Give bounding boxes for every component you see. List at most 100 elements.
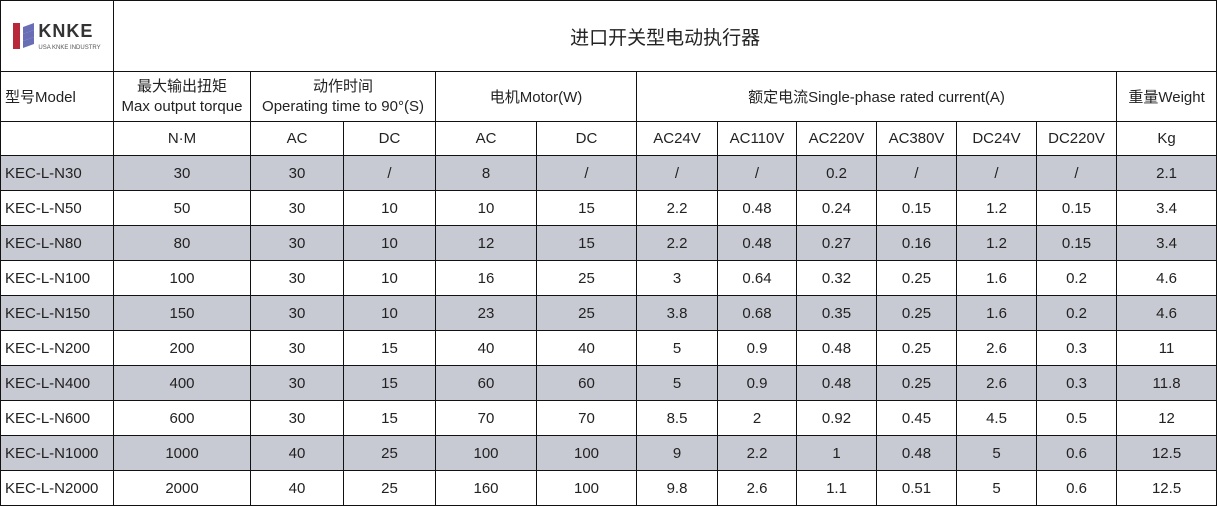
value-cell: 8.5	[636, 400, 718, 436]
value-cell: 0.32	[796, 260, 877, 296]
table-row: KEC-L-N400 400 30 15 60 60 5 0.9 0.48 0.25 2.6 0.3 1…	[0, 365, 1217, 401]
value-cell: 23	[435, 295, 537, 331]
value-cell: 0.25	[876, 365, 957, 401]
value-cell: 12	[1115, 400, 1217, 436]
value-cell: 80	[113, 225, 251, 261]
value-cell: 2.2	[636, 190, 718, 226]
model-cell: KEC-L-N100	[0, 260, 114, 296]
value-cell: 4.6	[1115, 295, 1217, 331]
value-cell: 0.2	[796, 155, 877, 191]
value-cell: 0.3	[1036, 365, 1117, 401]
value-cell: /	[636, 155, 718, 191]
value-cell: 0.48	[717, 225, 797, 261]
value-cell: 4.5	[956, 400, 1037, 436]
value-cell: 10	[343, 225, 436, 261]
value-cell: 100	[113, 260, 251, 296]
value-cell: 3.4	[1115, 190, 1217, 226]
value-cell: 1.6	[956, 260, 1037, 296]
value-cell: 40	[536, 330, 637, 366]
logo-cell: KNKE USA KNKE INDUSTRY	[0, 0, 114, 72]
model-cell: KEC-L-N2000	[0, 470, 114, 506]
value-cell: 150	[113, 295, 251, 331]
value-cell: 30	[250, 330, 344, 366]
logo-name: KNKE	[38, 21, 94, 41]
value-cell: 0.92	[796, 400, 877, 436]
table-row: KEC-L-N150 150 30 10 23 25 3.8 0.68 0.35 0.25 1.6 0…	[0, 295, 1217, 331]
value-cell: 100	[536, 470, 637, 506]
model-cell: KEC-L-N30	[0, 155, 114, 191]
value-cell: 100	[435, 435, 537, 471]
table-row: KEC-L-N80 80 30 10 12 15 2.2 0.48 0.27 0.16 1.2 0.1…	[0, 225, 1217, 261]
model-cell: KEC-L-N400	[0, 365, 114, 401]
knke-logo: KNKE USA KNKE INDUSTRY	[2, 20, 113, 52]
value-cell: 2.6	[717, 470, 797, 506]
value-cell: 0.15	[1036, 225, 1117, 261]
value-cell: 11	[1115, 330, 1217, 366]
table-row: KEC-L-N30 30 30/8///0.2///2.1	[0, 155, 1217, 191]
value-cell: 30	[250, 155, 344, 191]
subheader-cell: N·M	[113, 121, 251, 156]
value-cell: 50	[113, 190, 251, 226]
value-cell: 100	[536, 435, 637, 471]
table-row: KEC-L-N600 600 30 15 70 70 8.5 2 0.92 0.45 4.5 0.5 1…	[0, 400, 1217, 436]
subheader-cell: AC	[435, 121, 537, 156]
value-cell: 15	[343, 400, 436, 436]
value-cell: 30	[113, 155, 251, 191]
header-current: 额定电流Single-phase rated current(A)	[636, 71, 1117, 122]
value-cell: 25	[343, 470, 436, 506]
value-cell: /	[536, 155, 637, 191]
value-cell: 0.48	[876, 435, 957, 471]
subheader-cell: AC24V	[636, 121, 718, 156]
value-cell: 0.64	[717, 260, 797, 296]
value-cell: 40	[435, 330, 537, 366]
value-cell: 0.2	[1036, 260, 1117, 296]
subheader-cell	[0, 121, 114, 156]
value-cell: 5	[956, 470, 1037, 506]
value-cell: /	[876, 155, 957, 191]
value-cell: 0.3	[1036, 330, 1117, 366]
logo-stack-icon	[23, 22, 35, 49]
value-cell: 200	[113, 330, 251, 366]
subheader-cell: DC24V	[956, 121, 1037, 156]
header-weight: 重量Weight	[1115, 71, 1217, 122]
value-cell: 0.51	[876, 470, 957, 506]
value-cell: 1.2	[956, 225, 1037, 261]
value-cell: 0.48	[796, 330, 877, 366]
value-cell: 5	[636, 330, 718, 366]
value-cell: 16	[435, 260, 537, 296]
subheader-cell: AC220V	[796, 121, 877, 156]
table-title: 进口开关型电动执行器	[112, 0, 1217, 72]
subheader-cell: AC	[250, 121, 344, 156]
value-cell: 10	[343, 295, 436, 331]
value-cell: 0.2	[1036, 295, 1117, 331]
subheader-cell: AC380V	[876, 121, 957, 156]
value-cell: 12.5	[1115, 470, 1217, 506]
logo-bar	[13, 23, 21, 49]
value-cell: 15	[536, 190, 637, 226]
value-cell: 1	[796, 435, 877, 471]
value-cell: 25	[343, 435, 436, 471]
value-cell: 40	[250, 470, 344, 506]
value-cell: 1.2	[956, 190, 1037, 226]
model-cell: KEC-L-N600	[0, 400, 114, 436]
value-cell: 0.48	[717, 190, 797, 226]
value-cell: /	[717, 155, 797, 191]
value-cell: 30	[250, 225, 344, 261]
value-cell: 0.15	[876, 190, 957, 226]
value-cell: /	[343, 155, 436, 191]
value-cell: 10	[435, 190, 537, 226]
value-cell: 0.25	[876, 330, 957, 366]
value-cell: 600	[113, 400, 251, 436]
value-cell: 2.2	[717, 435, 797, 471]
value-cell: 2.6	[956, 330, 1037, 366]
value-cell: /	[956, 155, 1037, 191]
value-cell: 10	[343, 190, 436, 226]
value-cell: 12	[435, 225, 537, 261]
value-cell: 2	[717, 400, 797, 436]
table-row: KEC-L-N200 200 30 15 40 40 5 0.9 0.48 0.25 2.6 0.3 1…	[0, 330, 1217, 366]
value-cell: 0.35	[796, 295, 877, 331]
value-cell: 70	[435, 400, 537, 436]
table-row: KEC-L-N50 50 30 10 10 15 2.2 0.48 0.24 0.15 1.2 0.1…	[0, 190, 1217, 226]
value-cell: 0.27	[796, 225, 877, 261]
